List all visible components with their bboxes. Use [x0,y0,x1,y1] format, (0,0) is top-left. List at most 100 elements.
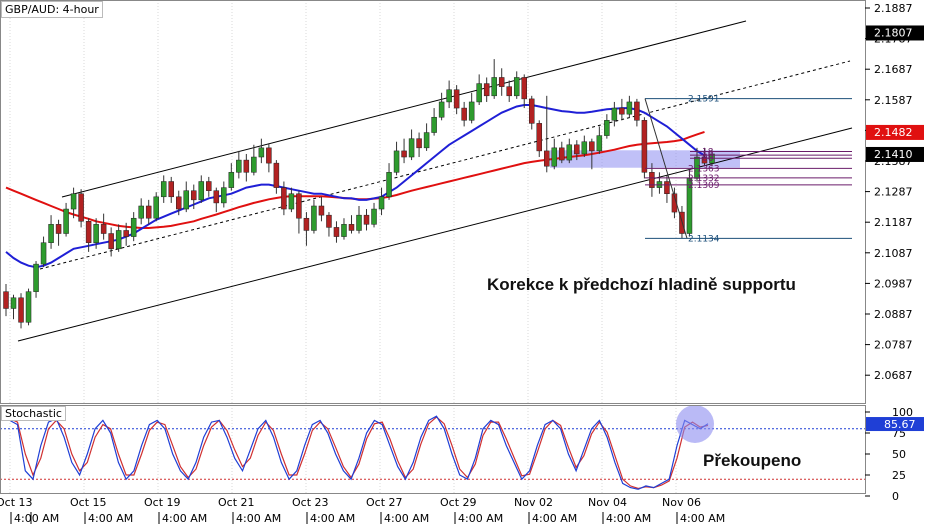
fib-level-label: 2.1309 [688,181,720,191]
candle-body [296,193,302,219]
overbought-highlight [676,405,714,443]
candle-body [145,205,152,219]
candle-body [371,208,377,225]
stoch-y-tick-label: 50 [892,448,906,461]
candle-body [33,263,39,292]
x-time-label: 4:00 AM [14,512,59,525]
candle-body [536,123,543,152]
y-tick-label: 2.0987 [874,277,913,290]
x-date-label: Oct 27 [366,496,403,509]
candle-body [3,291,9,309]
candle-body [341,224,347,237]
candle-body [491,77,497,97]
candle-body [634,101,640,121]
fast-moving-average [5,104,706,269]
fib-level-label: 18 [702,148,714,158]
candle-body [191,190,197,201]
candle-body [528,98,535,124]
candle-body [108,233,114,250]
candle-body [649,172,655,188]
price-tag-label: 2.1410 [874,148,913,161]
moving-average-layer [5,104,706,269]
candle-body [401,150,407,158]
candle-body [356,214,362,231]
candle-body [221,187,227,204]
stochastic-d-line [1,416,709,490]
fib-level-label: 2.1332 [688,174,720,184]
candle-body [408,138,415,158]
indicator-title: Stochastic [1,406,66,421]
x-time-label: 4:00 AM [236,512,281,525]
candle-body [251,156,257,173]
candle-body [619,107,625,115]
candle-body [93,224,99,243]
candle-body [123,230,129,237]
candle-body [63,208,69,234]
candle-body [438,101,445,118]
candle-body [423,132,430,149]
candle-body [589,141,595,152]
candle-body [468,101,475,121]
candle-body [311,205,317,231]
x-date-label: Nov 06 [662,496,701,509]
candle-body [40,242,47,265]
candle-body [100,224,107,234]
stochastic-tag-label: 85.67 [884,418,916,431]
candle-body [213,190,220,204]
y-tick-label: 2.1287 [874,186,913,199]
y-tick-label: 2.1087 [874,247,913,260]
candle-body [266,147,272,164]
x-date-label: Nov 02 [514,496,553,509]
stochastic-k-line [1,415,709,490]
x-date-label: Oct 29 [440,496,477,509]
y-tick-label: 2.1887 [874,2,913,15]
candle-body [25,291,32,323]
annotation-overbought: Překoupeno [703,451,802,470]
y-tick-label: 2.1587 [874,94,913,107]
candle-body [228,172,235,188]
candle-body [604,120,610,136]
candle-body [48,224,54,243]
price-tag [866,25,924,41]
fib-level-label: 00 [702,154,714,164]
x-date-label: Nov 04 [588,496,627,509]
candle-body [378,196,385,210]
candle-body [326,214,332,228]
candle-body [333,227,340,237]
price-tag-label: 2.1807 [874,26,913,39]
y-tick-label: 2.1187 [874,216,913,229]
candle-body [288,193,295,210]
candle-body [168,181,174,198]
candle-body [506,86,512,97]
candle-body [476,83,482,103]
candle-body [363,214,370,225]
channel-upper-line [61,20,747,198]
y-tick-label: 2.1687 [874,63,913,76]
candle-body [78,193,84,222]
y-tick-label: 2.0687 [874,369,913,382]
candle-body [574,144,580,155]
candle-body [521,77,527,100]
candle-body [318,205,325,216]
x-date-label: Oct 21 [218,496,255,509]
candle-body [461,107,467,121]
candle-body [453,89,460,109]
stoch-y-tick-label: 0 [892,490,899,503]
fib-level-label: 2.1591 [688,95,720,105]
candle-body [626,101,633,115]
candle-body [160,181,167,198]
x-date-label: Oct 19 [144,496,181,509]
x-date-label: Oct 13 [0,496,33,509]
candle-body [694,156,700,179]
candle-body [303,217,310,231]
fib-level-label: 2.1363 [688,164,720,174]
candle-body [138,205,144,219]
candle-body [115,230,122,250]
candle-body [513,77,520,97]
candle-body [281,187,287,210]
price-panel-border [0,0,866,404]
candle-body [198,181,205,201]
candle-body [701,156,708,164]
